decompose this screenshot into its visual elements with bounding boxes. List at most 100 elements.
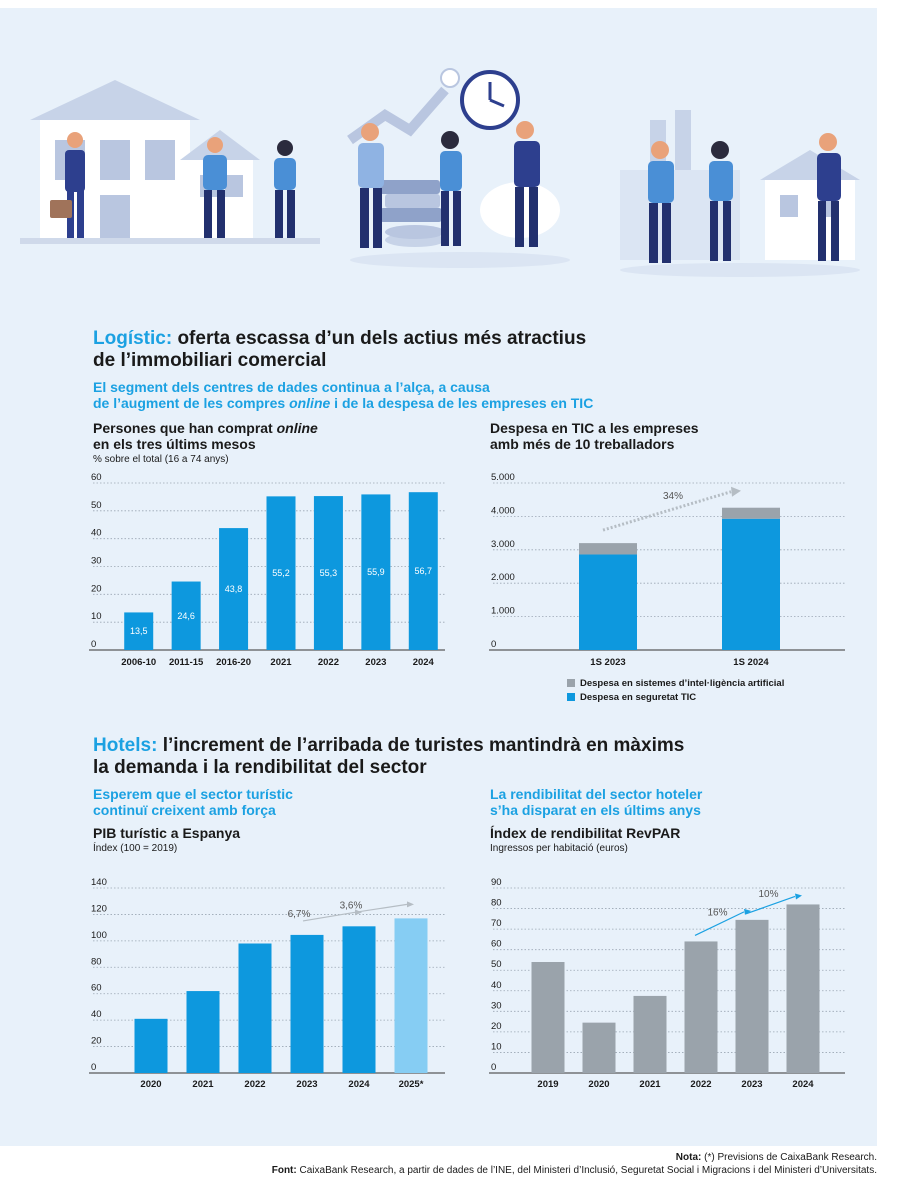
footer-note-label: Nota: <box>675 1152 702 1163</box>
chart1-x-label: 2022 <box>318 657 339 668</box>
chart3-subtitle-line2: continuï creixent amb força <box>93 802 276 818</box>
chart1-bar <box>361 494 391 650</box>
chart1-bar-value-label: 56,7 <box>415 566 433 576</box>
chart3-bar <box>238 943 272 1073</box>
chart2-ytick-label: 2.000 <box>491 572 515 583</box>
chart2-title: Despesa en TIC a les empreses amb més de… <box>490 420 850 452</box>
chart4-growth-label: 16% <box>707 908 727 919</box>
chart4-x-label: 2023 <box>741 1079 762 1090</box>
chart1-bar <box>219 528 249 650</box>
chart1-bar <box>408 492 438 650</box>
chart1-title-line2: en els tres últims mesos <box>93 436 256 452</box>
legend-item-security: Despesa en seguretat TIC <box>567 691 784 705</box>
chart2-bar-ai <box>722 507 780 519</box>
chart4-subtitle-line2: s’ha disparat en els últims anys <box>490 802 701 818</box>
chart3-subtitle: Esperem que el sector turístic continuï … <box>93 786 453 818</box>
chart1-bar-value-label: 55,2 <box>272 568 290 578</box>
chart4-growth-label: 10% <box>758 889 778 900</box>
chart4-bar <box>531 962 565 1073</box>
chart3-bar <box>134 1018 168 1073</box>
finance-illustration <box>347 68 570 268</box>
chart4-bar <box>735 919 769 1073</box>
chart4-subtitle: La rendibilitat del sector hoteler s’ha … <box>490 786 850 818</box>
chart4-ytick-label: 80 <box>491 898 502 909</box>
chart4-x-label: 2022 <box>690 1079 711 1090</box>
chart3-ytick-label: 120 <box>91 903 107 914</box>
chart2-bar-ai <box>579 543 637 555</box>
legend-label-ai: Despesa en sistemes d’intel·ligència art… <box>580 678 785 689</box>
chart1-ytick-label: 40 <box>91 528 102 539</box>
chart1-ytick-label: 50 <box>91 500 102 511</box>
chart3-ytick-label: 100 <box>91 930 107 941</box>
chart1-x-label: 2021 <box>270 657 292 668</box>
chart2-ytick-label: 1.000 <box>491 606 515 617</box>
footer-source: Font: CaixaBank Research, a partir de da… <box>272 1165 877 1176</box>
chart4-bar <box>582 1022 616 1073</box>
chart2-growth-arrowhead <box>731 486 741 497</box>
chart1-bar-value-label: 13,5 <box>130 626 148 636</box>
chart4-ytick-label: 60 <box>491 939 502 950</box>
chart4-x-label: 2024 <box>792 1079 814 1090</box>
chart3-ytick-label: 0 <box>91 1062 96 1073</box>
chart3-ytick-label: 140 <box>91 877 107 888</box>
chart3-growth-arrow <box>302 911 356 922</box>
chart2-ytick-label: 3.000 <box>491 539 515 550</box>
chart4-bar <box>786 904 820 1073</box>
footer-source-label: Font: <box>271 1165 297 1176</box>
chart4-bar <box>633 995 667 1073</box>
chart3-x-label: 2024 <box>348 1079 370 1090</box>
chart2-x-label: 1S 2024 <box>733 657 769 668</box>
logistic-title: Logístic: oferta escassa d’un dels actiu… <box>93 328 793 372</box>
logistic-subtitle-line1: El segment dels centres de dades continu… <box>93 379 490 395</box>
chart3-growth-arrowhead <box>407 901 414 908</box>
chart3-bar <box>290 934 324 1073</box>
chart2-title-line2: amb més de 10 treballadors <box>490 436 675 452</box>
chart3-title: PIB turístic a Espanya <box>93 825 241 841</box>
chart4-x-label: 2021 <box>639 1079 661 1090</box>
chart1-ytick-label: 20 <box>91 583 102 594</box>
chart1-x-label: 2011-15 <box>169 657 204 668</box>
hero-illustration <box>20 68 860 277</box>
chart1-x-label: 2023 <box>365 657 386 668</box>
chart2-title-line1: Despesa en TIC a les empreses <box>490 420 699 436</box>
logistic-title-line1: oferta escassa d’un dels actius més atra… <box>177 328 587 349</box>
chart3-bar <box>186 991 220 1073</box>
chart4-ytick-label: 10 <box>491 1041 502 1052</box>
chart4-title: Índex de rendibilitat RevPAR <box>490 825 681 841</box>
chart3-ytick-label: 40 <box>91 1009 102 1020</box>
chart4-subtitle-line1: La rendibilitat del sector hoteler <box>490 786 703 802</box>
people-group-left <box>50 132 296 238</box>
chart1-ytick-label: 0 <box>91 639 96 650</box>
chart2-bar-security <box>579 554 637 650</box>
footer-note: Nota: (*) Previsions de CaixaBank Resear… <box>676 1152 877 1163</box>
legend-label-security: Despesa en seguretat TIC <box>580 692 697 703</box>
chart3-x-label: 2022 <box>244 1079 265 1090</box>
chart2-x-label: 1S 2023 <box>590 657 625 668</box>
chart1-bar-value-label: 55,9 <box>367 567 385 577</box>
legend-swatch-ai <box>567 679 575 687</box>
footer-source-text: CaixaBank Research, a partir de dades de… <box>296 1165 878 1176</box>
chart1-ytick-label: 60 <box>91 472 102 483</box>
chart1-x-label: 2006-10 <box>121 657 156 668</box>
chart3-ytick-label: 20 <box>91 1036 102 1047</box>
chart1-x-label: 2024 <box>413 657 435 668</box>
chart4-ytick-label: 20 <box>491 1021 502 1032</box>
chart2-bar-security <box>722 518 780 650</box>
business-illustration-right <box>620 110 860 277</box>
chart4-ytick-label: 40 <box>491 980 502 991</box>
chart1-bar-value-label: 55,3 <box>320 568 338 578</box>
chart3-bar <box>394 918 428 1073</box>
chart1-title: Persones que han comprat online en els t… <box>93 420 453 452</box>
chart4-growth-arrowhead <box>795 893 802 900</box>
chart2-legend: Despesa en sistemes d’intel·ligència art… <box>567 677 784 705</box>
chart4-ytick-label: 70 <box>491 918 502 929</box>
chart3-growth-label: 6,7% <box>288 909 311 920</box>
chart1-bar-value-label: 24,6 <box>177 611 195 621</box>
chart3-bar <box>342 926 376 1073</box>
hotels-title-line1: l’increment de l’arribada de turistes ma… <box>162 735 685 756</box>
logistic-subtitle-line2a: de l’augment de les compres <box>93 395 290 411</box>
chart3-unit: Índex (100 = 2019) <box>93 843 178 854</box>
hotels-title-line2: la demanda i la rendibilitat del sector <box>93 757 427 778</box>
chart4-ytick-label: 90 <box>491 877 502 888</box>
chart4-ytick-label: 50 <box>491 959 502 970</box>
